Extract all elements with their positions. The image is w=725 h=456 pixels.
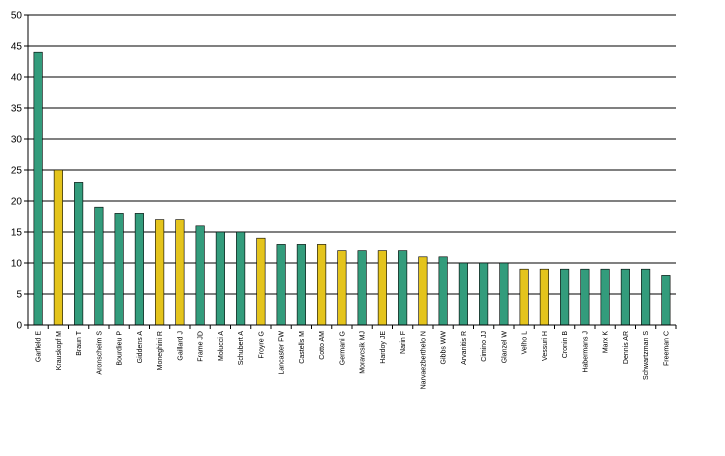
x-tick-label: Braun T (76, 330, 83, 355)
x-tick-label: Glanzel W (501, 331, 508, 364)
x-tick-label: Castells M (299, 331, 306, 364)
bar-20 (438, 256, 448, 326)
x-tick-label: Velho L (522, 331, 529, 354)
bar-16 (357, 250, 367, 326)
y-tick-label: 40 (11, 73, 23, 84)
x-tick-label: Gibbs WW (441, 331, 448, 365)
bar-23 (499, 262, 509, 326)
x-tick-label: Schubert A (238, 331, 245, 366)
bar-11 (256, 237, 266, 326)
y-tick-labels: 0 5 10 15 20 25 30 35 40 45 50 (11, 11, 23, 332)
bar-7 (175, 219, 185, 326)
x-tick-labels: Garfield E Krauskopf M Braun T Aronscheim S… (36, 330, 671, 389)
x-tick-label: Dennis AR (623, 331, 630, 364)
bar-10 (236, 231, 246, 326)
bar-30 (641, 268, 651, 326)
y-tick-label: 25 (11, 166, 23, 177)
x-tick-label: Krauskopf M (56, 331, 63, 370)
x-tick-label: Habermans J (582, 331, 589, 373)
bar-22 (479, 262, 489, 326)
bar-18 (398, 250, 408, 326)
bar-26 (560, 268, 570, 326)
bar-21 (458, 262, 468, 326)
y-tick-label: 15 (11, 228, 23, 239)
bar-28 (600, 268, 610, 326)
bar-2 (74, 182, 84, 326)
x-tick-label: Arvanitis R (461, 331, 468, 365)
y-tick-label: 50 (11, 11, 23, 22)
x-tick-label: Garfield E (36, 331, 43, 362)
x-tick-label: Vessuri H (542, 331, 549, 361)
bar-24 (519, 268, 529, 326)
x-tick-label: Aronscheim S (96, 331, 103, 375)
x-tick-label: Cotto AM (319, 331, 326, 360)
x-tick-label: Froyre G (258, 331, 265, 359)
x-tick-label: Schwartzman S (643, 331, 650, 380)
axes (24, 14, 677, 329)
bar-5 (134, 213, 144, 326)
x-tick-label: Gaillard J (177, 331, 184, 361)
x-tick-label: Giddens A (137, 331, 144, 364)
bar-4 (114, 213, 124, 326)
bar-3 (94, 206, 104, 326)
bar-0 (33, 51, 43, 326)
gridlines (28, 14, 676, 295)
bar-6 (155, 219, 165, 326)
bar-9 (215, 231, 225, 326)
x-tick-label: Freeman C (663, 331, 670, 366)
x-tick-label: Moravcsik MJ (360, 331, 367, 374)
y-tick-label: 30 (11, 135, 23, 146)
x-tick-label: Cronin B (562, 331, 569, 359)
bar-8 (195, 225, 205, 326)
x-tick-label: Narvaezberthelo N (420, 331, 427, 389)
bar-29 (620, 268, 630, 326)
bar-15 (337, 250, 347, 326)
y-tick-label: 10 (11, 259, 23, 270)
bar-27 (580, 268, 590, 326)
bar-31 (661, 275, 671, 326)
bar-14 (317, 244, 327, 326)
x-tick-label: Lancaster FW (279, 331, 286, 375)
x-tick-label: Moneghini R (157, 331, 164, 370)
x-tick-label: Frame JD (198, 331, 205, 362)
x-tick-label: Molucci A (218, 331, 225, 361)
bars (33, 51, 671, 326)
bar-19 (418, 256, 428, 326)
y-tick-label: 5 (16, 290, 22, 301)
bar-12 (276, 244, 286, 326)
bar-13 (296, 244, 306, 326)
y-tick-label: 45 (11, 42, 23, 53)
y-tick-label: 20 (11, 197, 23, 208)
x-tick-label: Cimino JJ (481, 331, 488, 362)
y-tick-label: 0 (16, 321, 22, 332)
x-tick-label: Bourdieu P (117, 331, 124, 366)
bar-17 (377, 250, 387, 326)
x-tick-label: Marx K (603, 331, 610, 354)
x-tick-label: Germani G (339, 331, 346, 365)
x-tick-label: Hardoy JE (380, 331, 387, 364)
y-tick-label: 35 (11, 104, 23, 115)
x-tick-label: Narin F (400, 331, 407, 354)
bar-1 (53, 169, 63, 326)
bar-25 (539, 268, 549, 326)
